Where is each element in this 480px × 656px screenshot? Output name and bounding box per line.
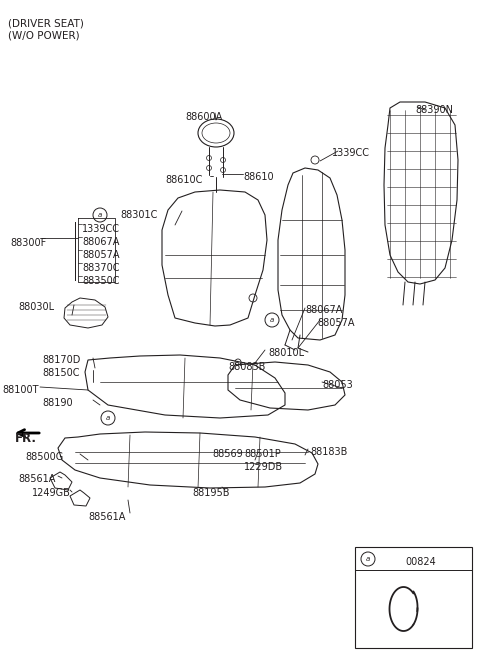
Text: 88569: 88569: [212, 449, 243, 459]
Text: a: a: [270, 317, 274, 323]
Text: 88561A: 88561A: [18, 474, 55, 484]
Text: 88083B: 88083B: [228, 362, 265, 372]
Text: 88067A: 88067A: [82, 237, 120, 247]
Text: 88500G: 88500G: [25, 452, 63, 462]
Text: 88190: 88190: [42, 398, 72, 408]
Text: 88030L: 88030L: [18, 302, 54, 312]
Text: 88067A: 88067A: [305, 305, 342, 315]
Text: 88390N: 88390N: [415, 105, 453, 115]
Text: FR.: FR.: [15, 432, 37, 445]
Bar: [355, 547, 472, 648]
Text: 88057A: 88057A: [317, 318, 355, 328]
Text: 1339CC: 1339CC: [332, 148, 370, 158]
Text: 88183B: 88183B: [310, 447, 348, 457]
Text: 88301C: 88301C: [120, 210, 157, 220]
Text: 88170D: 88170D: [42, 355, 80, 365]
Text: (W/O POWER): (W/O POWER): [8, 30, 80, 40]
Text: 00824: 00824: [405, 557, 436, 567]
Text: 1249GB: 1249GB: [32, 488, 71, 498]
Text: 88057A: 88057A: [82, 250, 120, 260]
Text: 88350C: 88350C: [82, 276, 120, 286]
Text: 88610: 88610: [243, 172, 274, 182]
Text: 88610C: 88610C: [165, 175, 203, 185]
Text: 88100T: 88100T: [2, 385, 38, 395]
Text: (DRIVER SEAT): (DRIVER SEAT): [8, 18, 84, 28]
Text: 88150C: 88150C: [42, 368, 80, 378]
Text: 88370C: 88370C: [82, 263, 120, 273]
Text: 88600A: 88600A: [185, 112, 222, 122]
Text: 88501P: 88501P: [244, 449, 281, 459]
Text: a: a: [366, 556, 370, 562]
Text: 88561A: 88561A: [88, 512, 125, 522]
Text: a: a: [98, 212, 102, 218]
Text: 88010L: 88010L: [268, 348, 304, 358]
Text: 1339CC: 1339CC: [82, 224, 120, 234]
Text: a: a: [106, 415, 110, 421]
Text: 88195B: 88195B: [192, 488, 229, 498]
Text: 88300F: 88300F: [10, 238, 46, 248]
Text: 1229DB: 1229DB: [244, 462, 283, 472]
Text: 88053: 88053: [322, 380, 353, 390]
